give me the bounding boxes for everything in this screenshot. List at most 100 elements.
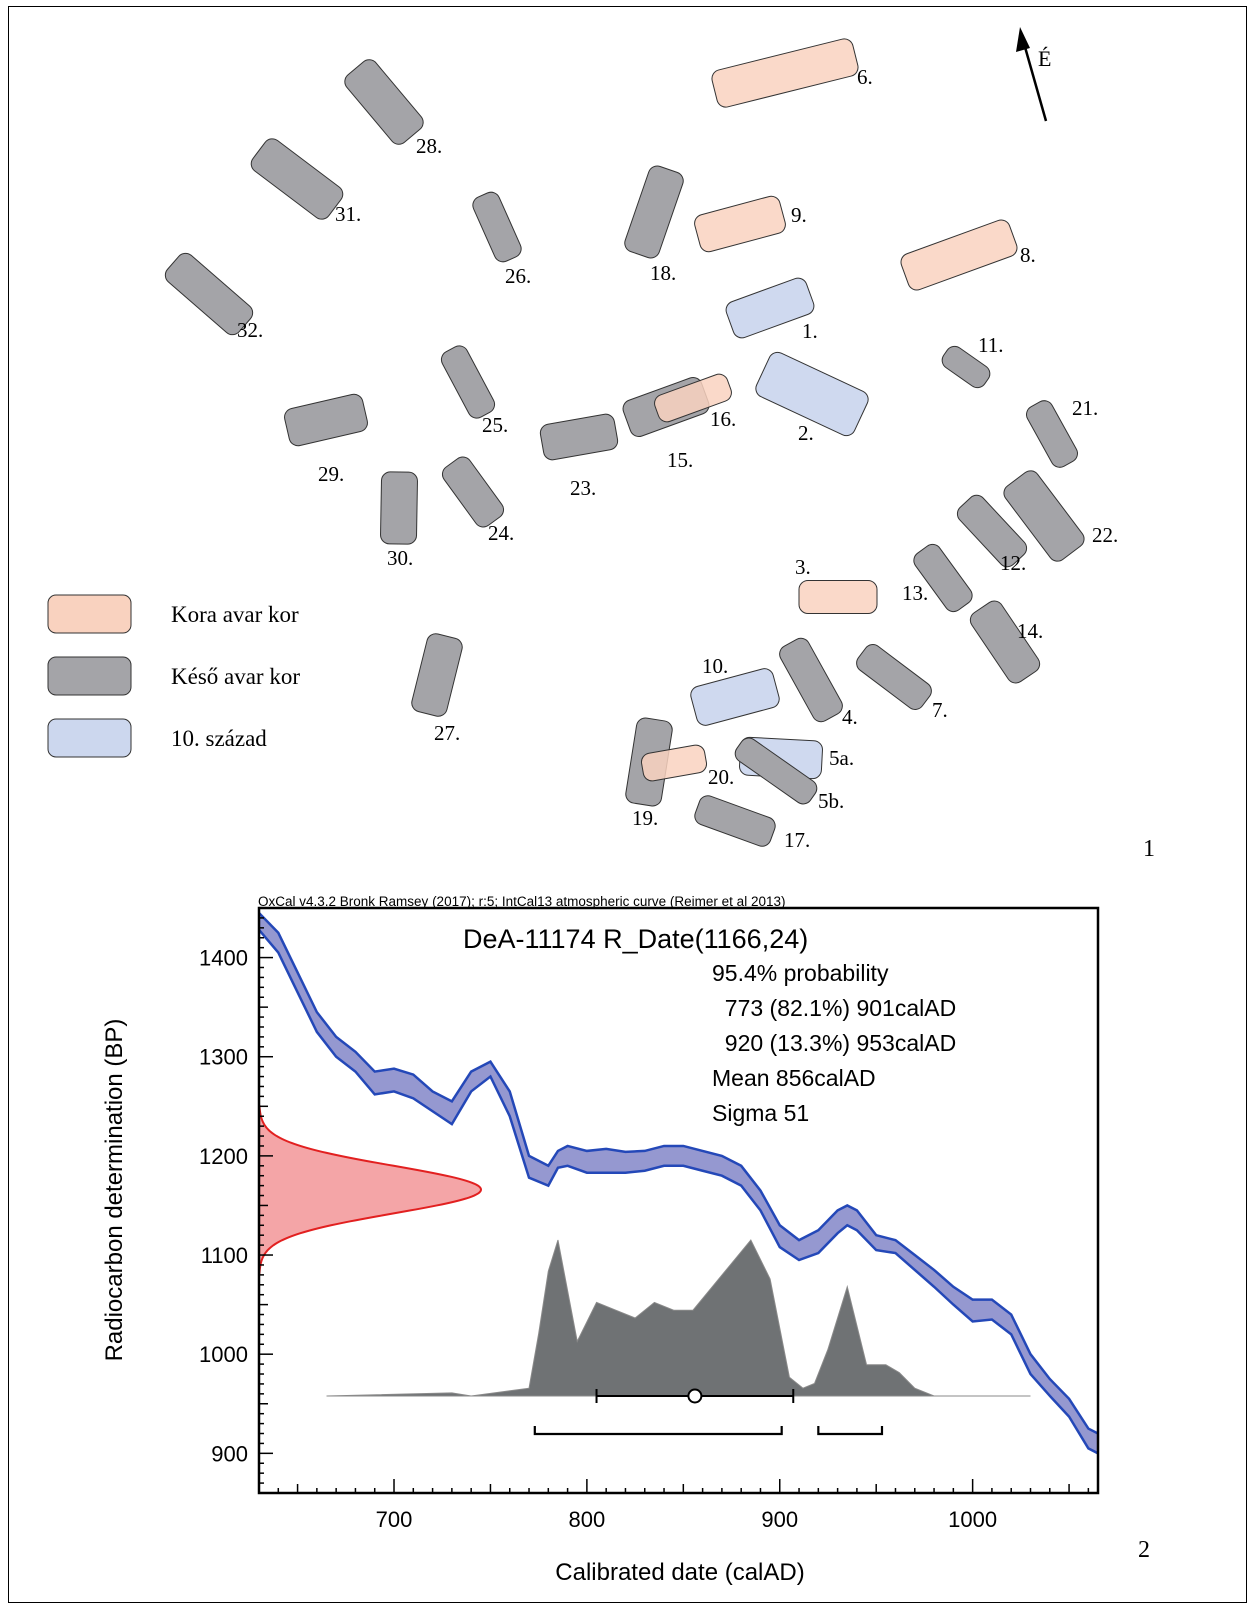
grave-30: 30. [380,471,418,570]
grave-18: 18. [624,165,684,285]
hpd-range-bracket [533,1426,783,1436]
grave-label: 5a. [829,746,854,770]
legend-label: 10. század [171,726,267,751]
y-tick-label: 900 [211,1441,248,1466]
y-axis-label: Radiocarbon determination (BP) [101,1019,128,1362]
radiocarbon-date-distribution [259,1105,483,1274]
grave-2: 2. [755,351,869,445]
grave-label: 25. [482,413,508,437]
grave-16: 16. [654,373,736,431]
grave-label: 23. [570,476,596,500]
grave-label: 26. [505,264,531,288]
grave-label: 4. [842,705,858,729]
grave-17: 17. [694,795,810,852]
grave-label: 30. [387,546,413,570]
panel-number-2: 2 [1138,1537,1150,1563]
grave-label: 16. [710,407,736,431]
stats-line: 920 (13.3%) 953calAD [712,1030,956,1056]
grave-28: 28. [344,59,442,158]
north-arrow-icon [1016,27,1048,122]
grave-label: 3. [795,555,811,579]
calibration-chart: OxCal v4.3.2 Bronk Ramsey (2017); r:5; I… [101,894,1150,1586]
grave-label: 9. [791,203,807,227]
grave-label: 20. [708,765,734,789]
legend: Kora avar kor Késő avar kor 10. század [47,594,300,758]
posterior-distribution [326,1239,1031,1397]
grave-26: 26. [472,191,531,288]
grave-6: 6. [711,38,873,108]
grave-label: 19. [632,806,658,830]
grave-label: 22. [1092,523,1118,547]
grave-label: 18. [650,261,676,285]
y-tick-label: 1100 [201,1243,248,1268]
grave-label: 12. [1000,551,1026,575]
x-tick-label: 800 [569,1507,606,1532]
y-tick-label: 1300 [199,1045,248,1070]
x-axis-label: Calibrated date (calAD) [555,1559,804,1586]
grave-label: 11. [978,333,1003,357]
grave-20: 20. [640,744,734,789]
grave-label: 13. [902,581,928,605]
legend-item: Késő avar kor [47,656,300,696]
grave-11: 11. [941,333,1003,389]
grave-label: 21. [1072,396,1098,420]
stats-line: 773 (82.1%) 901calAD [712,995,956,1021]
y-tick-label: 1200 [199,1144,248,1169]
grave-14: 14. [969,600,1043,684]
grave-13: 13. [902,543,973,613]
x-tick-label: 900 [761,1507,798,1532]
figure-frame [8,6,1247,1603]
legend-item: 10. század [47,718,267,758]
stats-line: Sigma 51 [712,1100,809,1126]
calibration-curve-lower [259,929,1098,1455]
hpd-range-bracket [817,1426,884,1436]
grave-5b: 5b. [734,737,844,813]
north-label: É [1038,46,1051,71]
x-tick-label: 1000 [948,1507,997,1532]
grave-label: 7. [932,698,948,722]
legend-label: Kora avar kor [171,602,299,627]
chart-header: OxCal v4.3.2 Bronk Ramsey (2017); r:5; I… [258,894,785,909]
grave-label: 2. [798,421,814,445]
grave-label: 14. [1017,619,1043,643]
grave-32: 32. [164,252,263,342]
grave-label: 10. [702,654,728,678]
grave-22: 22. [1003,470,1118,562]
chart-title: DeA-11174 R_Date(1166,24) [463,924,808,954]
legend-item: Kora avar kor [47,594,299,634]
y-tick-label: 1400 [199,946,248,971]
stats-line: Mean 856calAD [712,1065,876,1091]
stats-block: 95.4% probability 773 (82.1%) 901calAD 9… [712,960,956,1126]
mean-marker [687,1388,703,1404]
x-tick-label: 700 [376,1507,413,1532]
grave-label: 5b. [818,789,844,813]
grave-3: 3. [795,555,878,614]
grave-21: 21. [1026,396,1098,468]
legend-label: Késő avar kor [171,664,300,689]
grave-10: 10. [690,654,780,726]
grave-label: 8. [1020,243,1036,267]
grave-label: 28. [416,134,442,158]
grave-label: 6. [857,65,873,89]
grave-23: 23. [539,413,619,500]
grave-29: 29. [284,393,368,486]
grave-label: 29. [318,462,344,486]
grave-label: 32. [237,318,263,342]
grave-25: 25. [440,345,508,437]
calibration-curve-upper [259,912,1098,1435]
panel-number-1: 1 [1143,836,1155,860]
grave-4: 4. [779,637,858,729]
grave-7: 7. [856,644,948,722]
y-tick-label: 1000 [199,1342,248,1367]
grave-8: 8. [900,219,1036,291]
grave-label: 1. [802,319,818,343]
grave-label: 17. [784,828,810,852]
grave-1: 1. [725,277,818,343]
grave-9: 9. [694,195,807,253]
grave-31: 31. [250,138,361,226]
cemetery-map: 6. 28. 31. 26. 18. 9. 8. 1. 32. 11. 25. 29. 23. 15. 16… [47,27,1155,860]
grave-label: 27. [434,721,460,745]
grave-label: 24. [488,521,514,545]
plot-frame [257,906,1100,1495]
stats-line: 95.4% probability [712,960,889,986]
